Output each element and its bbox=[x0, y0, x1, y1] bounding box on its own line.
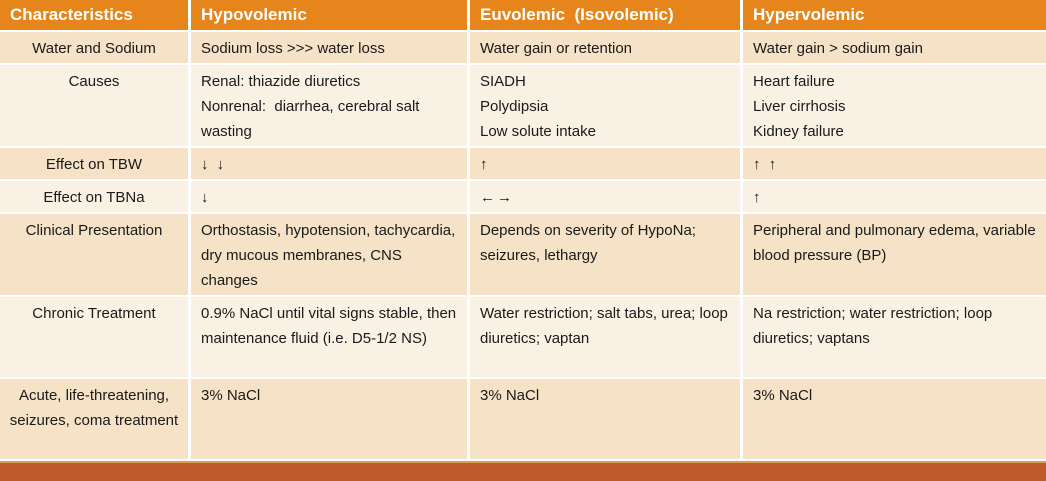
cell-water-sodium-euvolemic: Water gain or retention bbox=[470, 32, 743, 65]
cell-water-sodium-hypervolemic: Water gain > sodium gain bbox=[743, 32, 1046, 65]
table-row-causes: Causes Renal: thiazide diuretics Nonrena… bbox=[0, 65, 1046, 148]
cell-chronic-hypervolemic: Na restriction; water restriction; loop … bbox=[743, 297, 1046, 379]
cell-tbw-hypovolemic-down-arrows: ↓ ↓ bbox=[191, 148, 470, 181]
table-row-acute-treatment: Acute, life-threatening, seizures, coma … bbox=[0, 379, 1046, 461]
cell-chronic-euvolemic: Water restriction; salt tabs, urea; loop… bbox=[470, 297, 743, 379]
cell-clinical-hypervolemic: Peripheral and pulmonary edema, variable… bbox=[743, 214, 1046, 297]
cell-tbw-euvolemic-up-arrow: ↑ bbox=[470, 148, 743, 181]
cell-acute-hypervolemic: 3% NaCl bbox=[743, 379, 1046, 461]
bottom-accent-bar bbox=[0, 461, 1046, 481]
header-hypovolemic: Hypovolemic bbox=[191, 0, 470, 32]
cell-acute-hypovolemic: 3% NaCl bbox=[191, 379, 470, 461]
cell-tbna-euvolemic-lateral-arrows: ←→ bbox=[470, 181, 743, 214]
cell-clinical-hypovolemic: Orthostasis, hypotension, tachycardia, d… bbox=[191, 214, 470, 297]
row-label-effect-on-tbw: Effect on TBW bbox=[0, 148, 191, 181]
row-label-acute-treatment: Acute, life-threatening, seizures, coma … bbox=[0, 379, 191, 461]
header-characteristics: Characteristics bbox=[0, 0, 191, 32]
cell-tbna-hypovolemic-down-arrow: ↓ bbox=[191, 181, 470, 214]
cell-tbna-hypervolemic-up-arrow: ↑ bbox=[743, 181, 1046, 214]
row-label-water-and-sodium: Water and Sodium bbox=[0, 32, 191, 65]
cell-water-sodium-hypovolemic: Sodium loss >>> water loss bbox=[191, 32, 470, 65]
cell-chronic-hypovolemic: 0.9% NaCl until vital signs stable, then… bbox=[191, 297, 470, 379]
row-label-chronic-treatment: Chronic Treatment bbox=[0, 297, 191, 379]
row-label-causes: Causes bbox=[0, 65, 191, 148]
row-label-clinical-presentation: Clinical Presentation bbox=[0, 214, 191, 297]
cell-clinical-euvolemic: Depends on severity of HypoNa; seizures,… bbox=[470, 214, 743, 297]
row-label-effect-on-tbna: Effect on TBNa bbox=[0, 181, 191, 214]
table-header-row: Characteristics Hypovolemic Euvolemic (I… bbox=[0, 0, 1046, 32]
cell-causes-hypovolemic: Renal: thiazide diuretics Nonrenal: diar… bbox=[191, 65, 470, 148]
cell-tbw-hypervolemic-up-arrows: ↑ ↑ bbox=[743, 148, 1046, 181]
cell-causes-hypervolemic: Heart failure Liver cirrhosis Kidney fai… bbox=[743, 65, 1046, 148]
table-row-effect-on-tbna: Effect on TBNa ↓ ←→ ↑ bbox=[0, 181, 1046, 214]
table-row-clinical-presentation: Clinical Presentation Orthostasis, hypot… bbox=[0, 214, 1046, 297]
header-euvolemic: Euvolemic (Isovolemic) bbox=[470, 0, 743, 32]
header-hypervolemic: Hypervolemic bbox=[743, 0, 1046, 32]
table-row-effect-on-tbw: Effect on TBW ↓ ↓ ↑ ↑ ↑ bbox=[0, 148, 1046, 181]
cell-causes-euvolemic: SIADH Polydipsia Low solute intake bbox=[470, 65, 743, 148]
table-row-water-and-sodium: Water and Sodium Sodium loss >>> water l… bbox=[0, 32, 1046, 65]
cell-acute-euvolemic: 3% NaCl bbox=[470, 379, 743, 461]
table-row-chronic-treatment: Chronic Treatment 0.9% NaCl until vital … bbox=[0, 297, 1046, 379]
hyponatremia-comparison-table: Characteristics Hypovolemic Euvolemic (I… bbox=[0, 0, 1046, 461]
